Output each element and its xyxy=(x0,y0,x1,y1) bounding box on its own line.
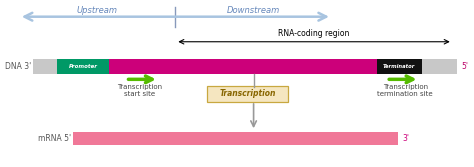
Bar xyxy=(73,132,398,145)
Text: Terminator: Terminator xyxy=(383,64,416,69)
Text: Downstream: Downstream xyxy=(227,6,280,15)
Bar xyxy=(109,59,391,74)
Text: 5': 5' xyxy=(461,62,468,71)
Text: Promoter: Promoter xyxy=(68,64,98,69)
Text: mRNA 5': mRNA 5' xyxy=(38,134,71,143)
Text: Transcription: Transcription xyxy=(219,90,276,98)
Text: Transcription
termination site: Transcription termination site xyxy=(377,84,433,97)
Text: Transcription
start site: Transcription start site xyxy=(117,84,163,97)
Bar xyxy=(57,59,109,74)
Text: 3': 3' xyxy=(402,134,409,143)
Bar xyxy=(33,59,457,74)
FancyBboxPatch shape xyxy=(207,86,288,102)
Bar xyxy=(377,59,422,74)
Text: Upstream: Upstream xyxy=(77,6,118,15)
Text: DNA 3': DNA 3' xyxy=(5,62,31,71)
Text: RNA-coding region: RNA-coding region xyxy=(278,29,350,38)
